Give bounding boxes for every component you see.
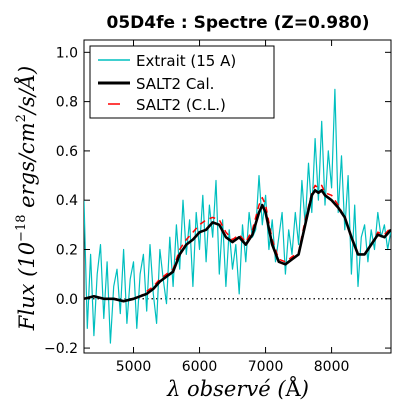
y-tick-label: 0.0 [56,292,78,308]
legend-label-extrait: Extrait (15 A) [136,52,236,70]
x-tick-label: 5000 [116,359,152,375]
y-tick-label: −0.2 [44,341,78,357]
legend-label-cl: SALT2 (C.L.) [136,96,226,114]
y-axis-label-prefix: Flux (10 [15,242,39,331]
y-tick-label: 0.4 [56,193,78,209]
series-layer [84,88,391,344]
y-axis-label-suffix: /s/Å) [14,66,39,116]
legend: Extrait (15 A) SALT2 Cal. SALT2 (C.L.) [89,45,275,119]
y-axis-label: Flux (10−18 ergs/cm2/s/Å) [14,66,39,331]
x-tick-label: 8000 [314,359,350,375]
chart-title: 05D4fe : Spectre (Z=0.980) [106,13,369,33]
x-tick-label: 6000 [182,359,218,375]
x-axis-label-unit: Å [285,376,302,400]
series-line-extrait [84,88,391,344]
y-axis-label-exp2: 2 [14,114,29,122]
x-axis-label-prefix: λ observé ( [166,377,286,400]
legend-label-cal: SALT2 Cal. [136,75,214,93]
y-tick-label: 1.0 [56,45,78,61]
y-tick-label: 0.2 [56,242,78,258]
y-tick-label: 0.6 [56,144,78,160]
y-axis-label-exp: −18 [14,215,29,242]
x-axis-label: λ observé (Å) [166,376,309,400]
series-line-cal [84,189,391,303]
x-tick-label: 7000 [248,359,284,375]
x-ticks: 5000 6000 7000 8000 [116,40,350,375]
y-ticks: −0.2 0.0 0.2 0.4 0.6 0.8 1.0 [44,45,391,357]
y-axis-label-mid: ergs/cm [15,122,39,214]
x-axis-label-suffix: ) [300,377,309,400]
y-tick-label: 0.8 [56,95,78,111]
series-line-cl [84,184,391,302]
